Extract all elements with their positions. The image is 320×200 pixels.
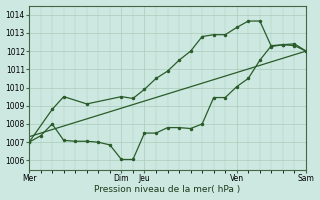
X-axis label: Pression niveau de la mer( hPa ): Pression niveau de la mer( hPa ) (94, 185, 241, 194)
